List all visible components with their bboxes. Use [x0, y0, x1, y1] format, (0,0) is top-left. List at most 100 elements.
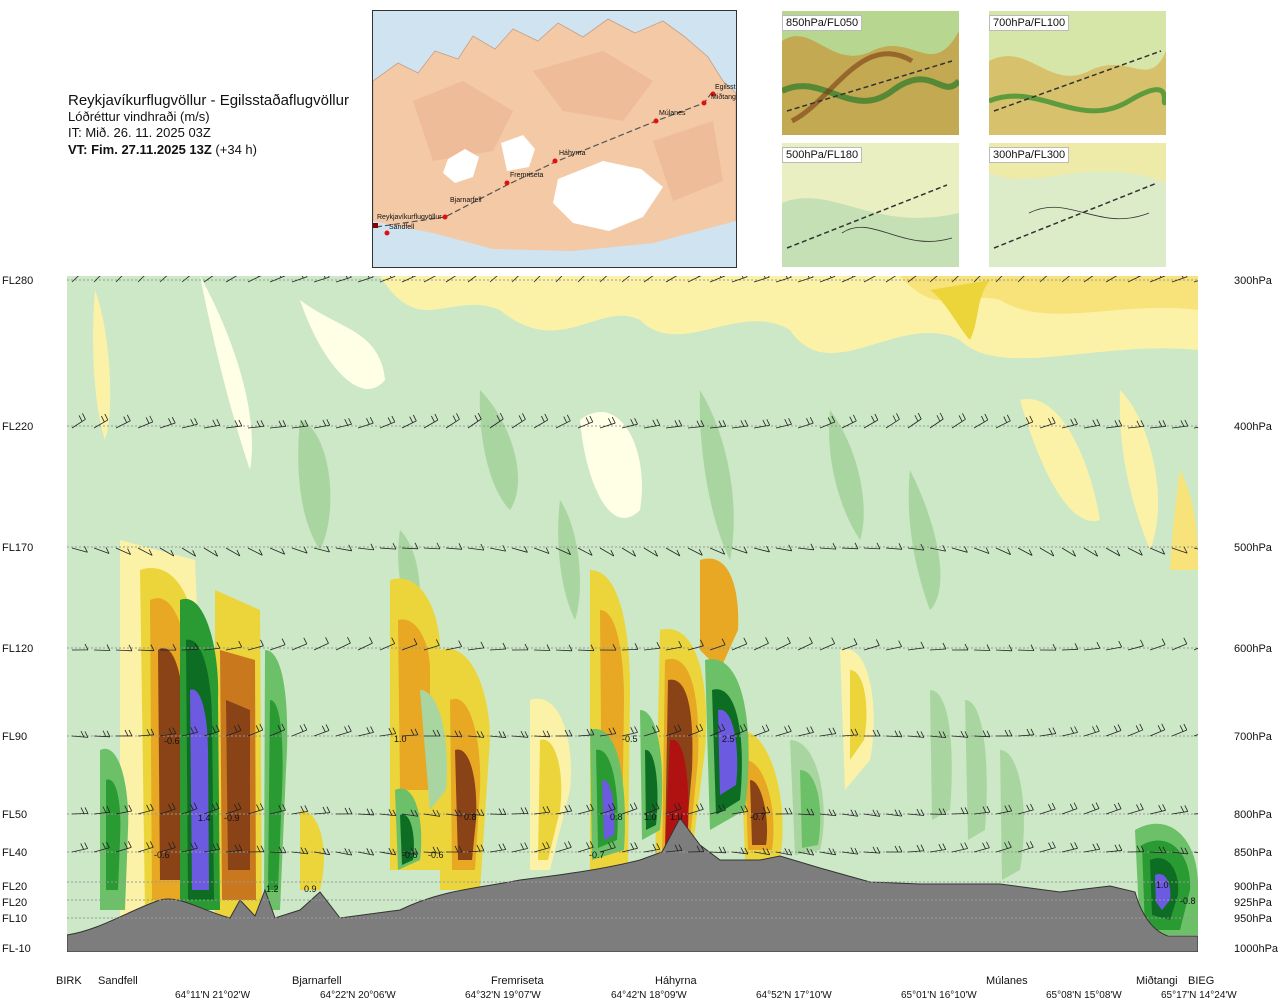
wind-barb: [577, 547, 593, 556]
wind-barb: [819, 809, 837, 817]
wind-barb: [291, 637, 308, 651]
wind-barb: [1083, 725, 1100, 737]
wind-barb: [643, 419, 661, 429]
wind-barb: [247, 803, 264, 815]
coordinate-label-4: 64°52'N 17°10'W: [756, 990, 832, 1001]
map-label-reykjavik: Reykjavíkurflugvöllur: [377, 214, 442, 221]
wind-barb: [929, 276, 938, 283]
wind-barb: [313, 419, 331, 429]
wind-barb: [1149, 420, 1167, 429]
wind-barb: [291, 723, 308, 737]
wind-barb: [1171, 419, 1189, 429]
wind-barb: [71, 276, 79, 283]
wind-barb: [907, 844, 925, 853]
route-map-svg: Reykjavíkurflugvöllur Sandfell Bjarnarfe…: [373, 18, 736, 267]
wind-barb: [885, 809, 903, 817]
map-route-points: [384, 91, 716, 236]
x-axis-labels: BIRK Sandfell Bjarnarfell Fremriseta Háhyrna…: [56, 975, 1237, 1001]
wind-barb: [181, 726, 198, 737]
wind-barb: [225, 419, 243, 429]
wind-barb: [1017, 276, 1025, 283]
wind-barb: [951, 413, 966, 429]
wind-barb: [709, 804, 726, 815]
wind-barb: [225, 276, 238, 283]
wind-barb: [577, 728, 595, 737]
coordinate-label-7: 65°17'N 14°24'W: [1161, 990, 1237, 1001]
coordinate-label-3: 64°42'N 18°09'W: [611, 990, 687, 1001]
contour-label-6: 0.8: [464, 812, 477, 822]
wind-barb: [863, 729, 881, 737]
wind-barb: [1171, 847, 1189, 855]
station-label-m-lanes: Múlanes: [986, 975, 1028, 987]
wind-barb: [687, 547, 703, 556]
wind-barb: [225, 802, 242, 815]
wind-barb: [533, 276, 541, 283]
wind-barb: [247, 639, 264, 651]
map-label-hahyrna: Háhyrna: [559, 150, 586, 157]
contour-label-2: -0.9: [224, 813, 240, 823]
wind-barb: [907, 808, 925, 816]
wind-barb: [423, 276, 436, 283]
wind-barb: [379, 727, 397, 737]
wind-barb: [489, 544, 507, 552]
wind-barb: [643, 843, 661, 853]
wind-barb: [951, 276, 959, 283]
wind-barb: [555, 547, 571, 555]
wind-barb: [445, 543, 463, 550]
wind-barb: [1171, 637, 1188, 651]
y-label-fl-3: FL120: [2, 643, 33, 655]
wind-barb: [819, 847, 837, 856]
wind-barb: [93, 730, 111, 738]
wind-barb: [357, 276, 374, 283]
wind-barb: [995, 547, 1011, 555]
wind-barb: [247, 723, 264, 737]
wind-barb: [1105, 547, 1121, 557]
wind-barb: [687, 639, 704, 651]
thumbnail-500hpa[interactable]: 500hPa/FL180: [782, 143, 959, 267]
wind-barb: [687, 723, 704, 737]
wind-barb: [445, 809, 463, 817]
wind-barb: [489, 731, 507, 738]
wind-barb: [379, 847, 397, 856]
wind-barbs: [71, 276, 1198, 856]
wind-barb: [907, 641, 925, 651]
wind-barb: [269, 420, 287, 429]
wind-barb: [753, 276, 770, 283]
y-label-hpa-900hpa: 900hPa: [1234, 881, 1273, 893]
wind-barb: [533, 805, 551, 815]
wind-barb: [489, 808, 507, 815]
wind-barb: [819, 415, 836, 429]
thumbnail-300hpa[interactable]: 300hPa/FL300: [989, 143, 1166, 267]
wind-barb: [995, 841, 1012, 853]
wind-barb: [731, 637, 748, 651]
wind-barb: [599, 727, 617, 737]
wind-barb: [1061, 726, 1078, 737]
wind-barb: [885, 730, 903, 738]
y-label-fl-9: FL10: [2, 913, 27, 925]
wind-barb: [115, 276, 123, 283]
wind-barb: [973, 644, 991, 651]
contour-label-7: -0.6: [428, 850, 444, 860]
thumbnail-850hpa[interactable]: 850hPa/FL050: [782, 11, 959, 135]
wind-barb: [929, 642, 947, 651]
coordinate-label-0: 64°11'N 21°02'W: [175, 990, 251, 1001]
wind-barb: [1083, 802, 1100, 815]
station-label-bieg: BIEG: [1188, 975, 1214, 987]
wind-barb: [225, 547, 241, 557]
wind-barb: [181, 802, 198, 815]
wind-barb: [291, 276, 308, 283]
wind-barb: [995, 804, 1013, 815]
wind-barb: [599, 416, 616, 429]
wind-barb: [995, 414, 1011, 429]
wind-barb: [665, 844, 683, 853]
wind-barb: [467, 412, 482, 429]
wind-barb: [995, 729, 1013, 737]
contour-label-15: 1.0: [1156, 880, 1169, 890]
thumbnail-700hpa[interactable]: 700hPa/FL100: [989, 11, 1166, 135]
wind-barb: [1083, 843, 1101, 853]
contour-label-10: -0.5: [622, 734, 638, 744]
map-point-mulanes: [653, 118, 659, 124]
wind-barb: [115, 414, 131, 429]
contour-label-9: 0.8: [610, 812, 623, 822]
wind-barb: [1193, 734, 1198, 737]
